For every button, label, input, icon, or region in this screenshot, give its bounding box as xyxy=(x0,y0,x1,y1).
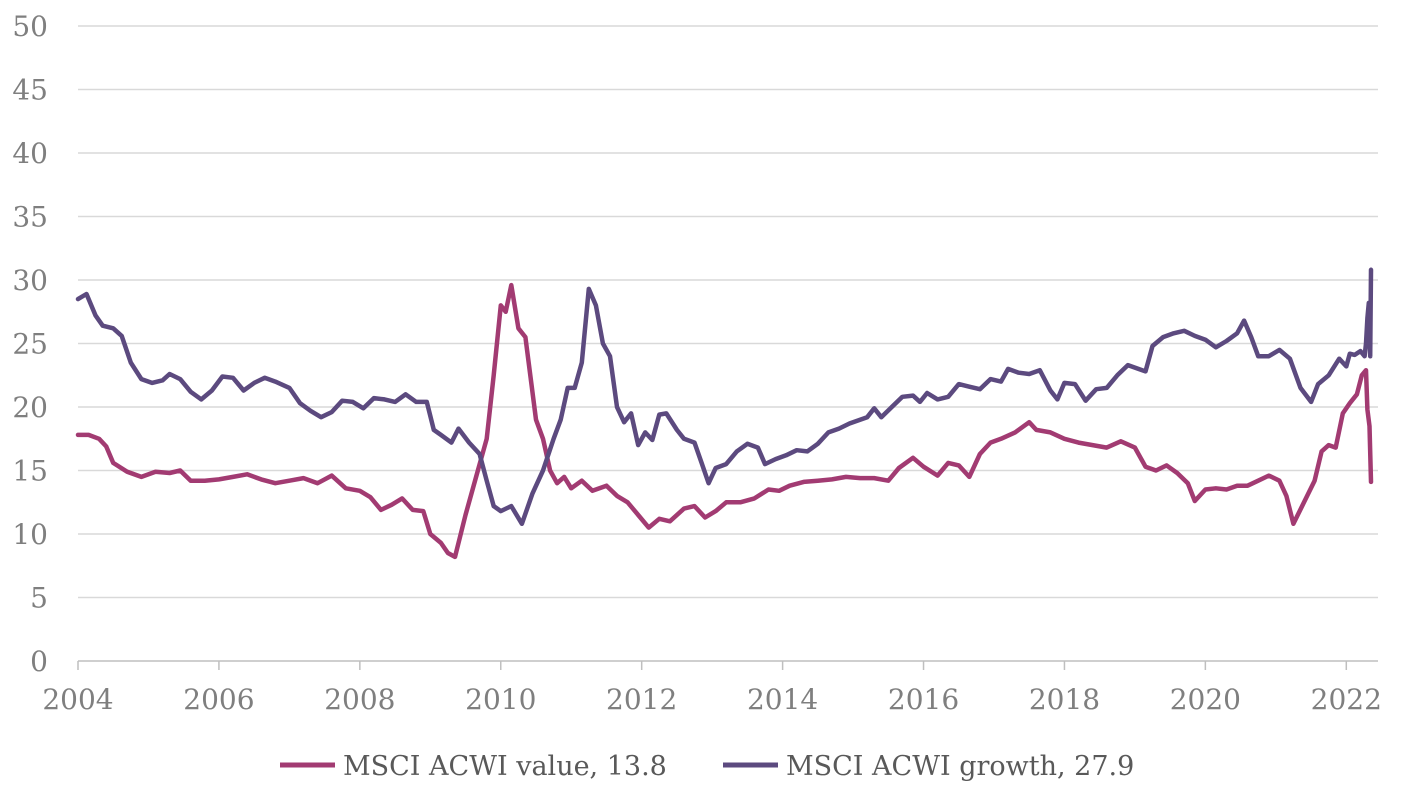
x-tick-label: 2018 xyxy=(1029,683,1100,716)
series-line-growth xyxy=(75,267,1374,527)
y-tick-label: 10 xyxy=(12,518,48,551)
y-tick-label: 35 xyxy=(12,201,48,234)
y-tick-label: 25 xyxy=(12,328,48,361)
x-tick-label: 2022 xyxy=(1311,683,1382,716)
legend-label-value: MSCI ACWI value, 13.8 xyxy=(343,751,667,782)
y-tick-label: 50 xyxy=(12,10,48,43)
y-tick-label: 45 xyxy=(12,74,48,107)
x-tick-label: 2020 xyxy=(1170,683,1241,716)
x-tick-label: 2010 xyxy=(465,683,536,716)
legend: MSCI ACWI value, 13.8 MSCI ACWI growth, … xyxy=(280,751,1134,782)
x-tick-label: 2012 xyxy=(606,683,677,716)
x-tick-label: 2004 xyxy=(42,683,113,716)
y-axis-labels: 0 5 10 15 20 25 30 35 40 45 50 xyxy=(12,10,48,678)
x-tick-label: 2008 xyxy=(324,683,395,716)
x-axis-labels: 2004 2006 2008 2010 2012 2014 2016 2018 2020 2022 xyxy=(42,683,1382,716)
y-tick-label: 5 xyxy=(30,582,48,615)
y-tick-label: 15 xyxy=(12,455,48,488)
series-line-value xyxy=(75,282,1374,560)
x-tick-label: 2014 xyxy=(747,683,818,716)
x-axis xyxy=(77,660,1378,670)
y-tick-label: 0 xyxy=(30,645,48,678)
x-tick-label: 2016 xyxy=(888,683,959,716)
gridlines xyxy=(78,25,1378,599)
y-tick-label: 20 xyxy=(12,391,48,424)
y-tick-label: 40 xyxy=(12,137,48,170)
x-tick-label: 2006 xyxy=(183,683,254,716)
legend-label-growth: MSCI ACWI growth, 27.9 xyxy=(786,751,1134,782)
y-tick-label: 30 xyxy=(12,264,48,297)
series-lines xyxy=(75,267,1374,560)
